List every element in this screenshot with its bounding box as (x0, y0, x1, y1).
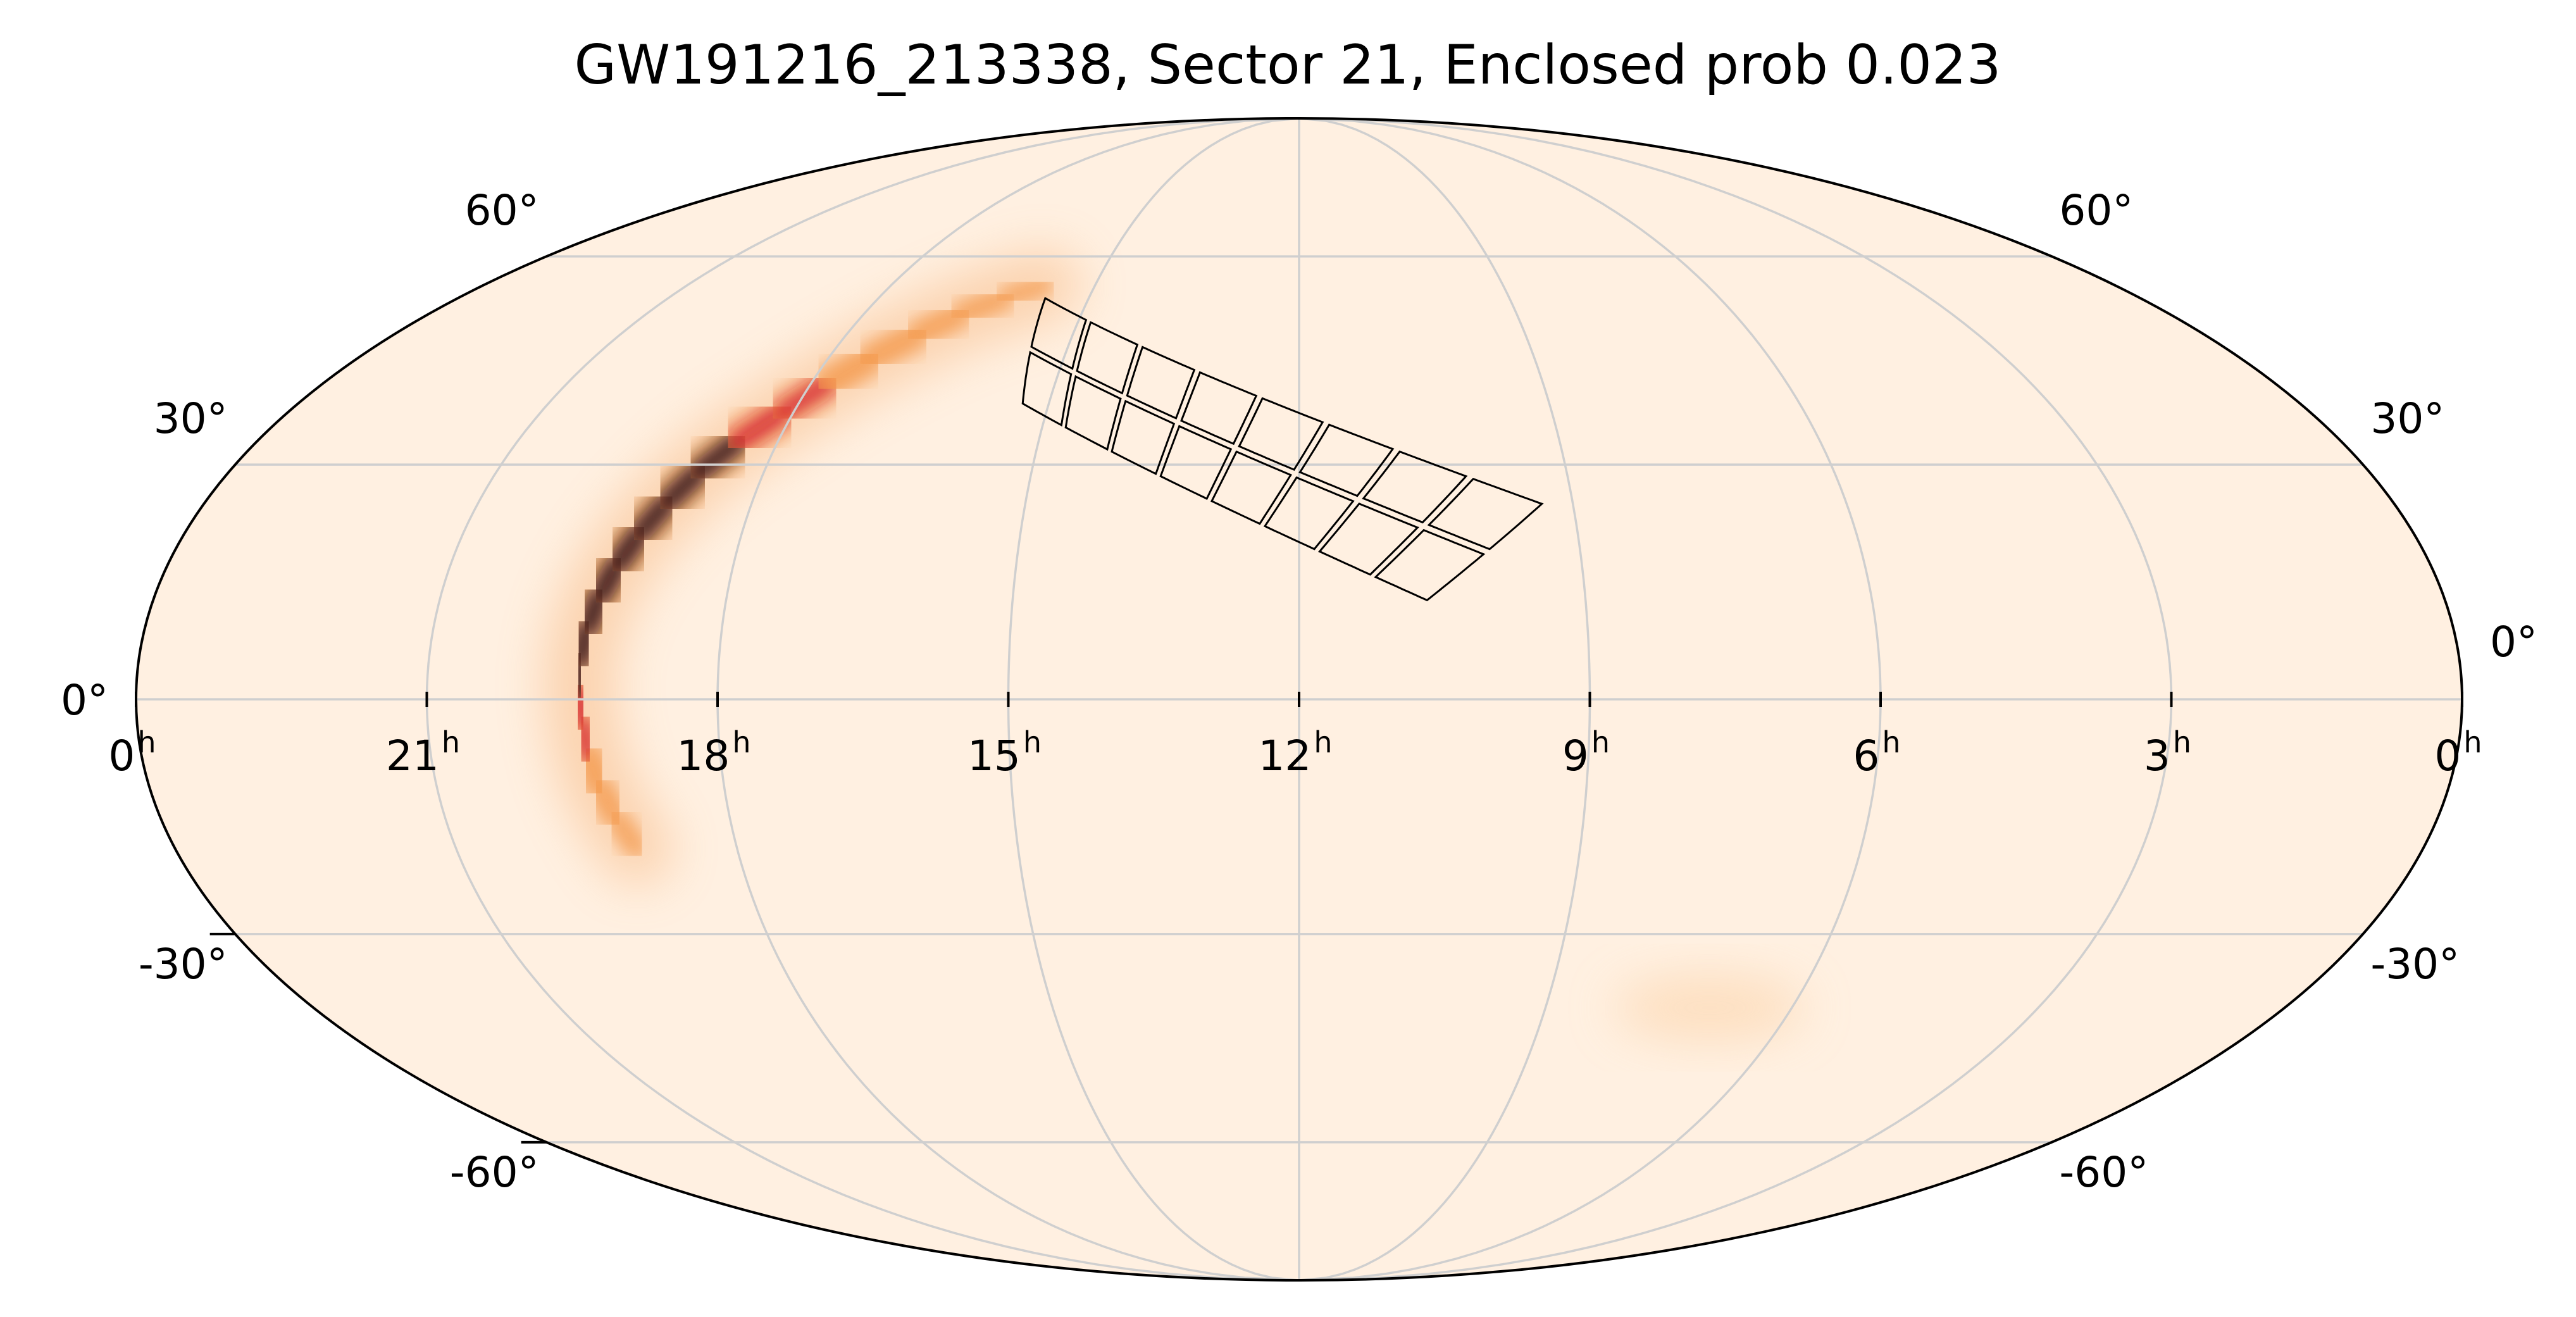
dec-tick-label-left: 0° (61, 676, 108, 725)
ra-hour-unit: h (2173, 725, 2191, 759)
dec-tick-label-right: -60° (2059, 1148, 2148, 1197)
ra-hour-unit: h (1314, 725, 1332, 759)
tess-ccd-outline (1111, 399, 1176, 475)
ra-hour-unit: h (137, 725, 156, 759)
tess-ccd-outline (1030, 297, 1088, 370)
ra-tick-label: 0h (108, 725, 156, 780)
dec-tick-label-left: -30° (139, 940, 228, 989)
ra-hour-unit: h (1882, 725, 1900, 759)
dec-tick-label-right: 0° (2490, 618, 2537, 666)
probability-band-core (1000, 280, 1050, 303)
dec-tick-label-left: 60° (465, 186, 539, 235)
tess-ccd-outline (1362, 450, 1468, 524)
map-title: GW191216_213338, Sector 21, Enclosed pro… (575, 34, 2001, 97)
tess-ccd-outline (1238, 397, 1324, 471)
dec-tick-label-right: -30° (2370, 940, 2460, 989)
ra-hour-unit: h (2463, 725, 2482, 759)
tess-ccd-outline (1180, 371, 1258, 446)
tess-ccd-outline (1159, 425, 1233, 501)
ra-tick-label: 0h (2434, 725, 2482, 780)
dec-tick-label-right: 30° (2370, 394, 2444, 443)
tess-ccd-outline (1064, 375, 1122, 451)
tess-ccd-outline (1374, 528, 1486, 602)
ra-hour-unit: h (1591, 725, 1610, 759)
tess-ccd-outline (1298, 423, 1395, 497)
dec-tick-label-left: 30° (154, 394, 228, 443)
ra-hour-unit: h (1023, 725, 1042, 759)
faint-probability-patch (1614, 975, 1806, 1040)
tess-ccd-outline (1427, 477, 1544, 551)
dec-tick-label-right: 60° (2059, 186, 2133, 235)
ra-tick-label: 21h (386, 725, 460, 780)
ra-hour-unit: h (732, 725, 750, 759)
dec-tick-label-left: -60° (450, 1148, 539, 1197)
tess-ccd-outline (1263, 476, 1355, 551)
tess-ccd-outline (1126, 346, 1196, 420)
ra-tick-label: 12h (1258, 725, 1332, 780)
tess-ccd-outline (1318, 502, 1419, 576)
tess-ccd-outline (1076, 321, 1139, 395)
ra-hour-unit: h (442, 725, 460, 759)
tess-ccd-outline (1021, 351, 1073, 427)
tess-ccd-outline (1210, 450, 1292, 525)
